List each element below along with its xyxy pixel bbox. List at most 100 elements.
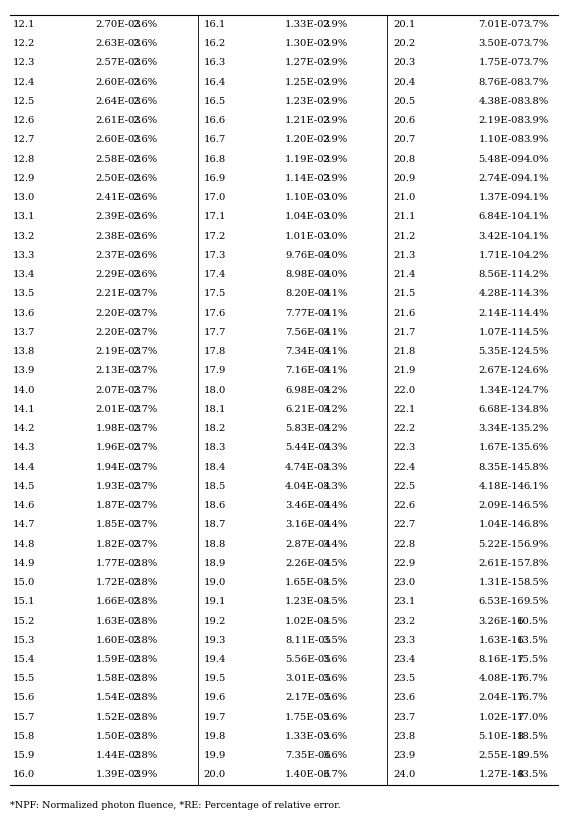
Text: 2.58E-03: 2.58E-03 <box>95 155 141 164</box>
Text: 16.1: 16.1 <box>203 20 225 29</box>
Text: 17.0: 17.0 <box>203 193 225 202</box>
Text: 4.38E-08: 4.38E-08 <box>478 97 524 106</box>
Text: 18.1: 18.1 <box>203 405 226 414</box>
Text: 3.6%: 3.6% <box>323 732 348 741</box>
Text: 1.23E-03: 1.23E-03 <box>285 97 331 106</box>
Text: 2.6%: 2.6% <box>133 270 158 279</box>
Text: 12.2: 12.2 <box>12 39 35 48</box>
Text: 2.19E-08: 2.19E-08 <box>478 116 524 125</box>
Text: 3.1%: 3.1% <box>322 289 348 298</box>
Text: 3.9%: 3.9% <box>524 116 549 125</box>
Text: 2.8%: 2.8% <box>133 559 158 568</box>
Text: 2.74E-09: 2.74E-09 <box>478 174 524 183</box>
Text: 14.4: 14.4 <box>12 463 35 472</box>
Text: 4.3%: 4.3% <box>523 289 549 298</box>
Text: 17.2: 17.2 <box>203 232 225 241</box>
Text: 2.6%: 2.6% <box>133 39 158 48</box>
Text: 2.7%: 2.7% <box>133 405 158 414</box>
Text: 14.3: 14.3 <box>12 443 35 452</box>
Text: 2.37E-03: 2.37E-03 <box>95 251 141 260</box>
Text: 2.55E-18: 2.55E-18 <box>478 751 524 760</box>
Text: 2.9%: 2.9% <box>323 39 348 48</box>
Text: 23.6: 23.6 <box>393 694 415 703</box>
Text: 1.39E-03: 1.39E-03 <box>95 771 141 780</box>
Text: 2.9%: 2.9% <box>323 20 348 29</box>
Text: 1.30E-03: 1.30E-03 <box>285 39 331 48</box>
Text: 2.7%: 2.7% <box>133 540 158 549</box>
Text: 23.3: 23.3 <box>393 636 415 645</box>
Text: 2.9%: 2.9% <box>323 78 348 87</box>
Text: 1.75E-05: 1.75E-05 <box>285 713 331 722</box>
Text: 16.0: 16.0 <box>12 771 35 780</box>
Text: 2.8%: 2.8% <box>133 674 158 683</box>
Text: 1.10E-03: 1.10E-03 <box>285 193 331 202</box>
Text: 3.7%: 3.7% <box>524 20 549 29</box>
Text: 4.5%: 4.5% <box>523 328 549 337</box>
Text: 14.7: 14.7 <box>12 520 35 529</box>
Text: 2.6%: 2.6% <box>133 78 158 87</box>
Text: 4.28E-11: 4.28E-11 <box>478 289 524 298</box>
Text: 2.9%: 2.9% <box>323 135 348 144</box>
Text: 13.1: 13.1 <box>12 212 35 221</box>
Text: 22.9: 22.9 <box>393 559 415 568</box>
Text: 7.8%: 7.8% <box>524 559 549 568</box>
Text: 20.2: 20.2 <box>393 39 415 48</box>
Text: 1.59E-03: 1.59E-03 <box>95 655 141 664</box>
Text: 2.7%: 2.7% <box>133 501 158 510</box>
Text: 3.34E-13: 3.34E-13 <box>478 424 524 433</box>
Text: 2.61E-03: 2.61E-03 <box>95 116 141 125</box>
Text: 2.39E-03: 2.39E-03 <box>95 212 141 221</box>
Text: 2.7%: 2.7% <box>133 520 158 529</box>
Text: 5.83E-04: 5.83E-04 <box>285 424 331 433</box>
Text: 19.5: 19.5 <box>203 674 225 683</box>
Text: 5.8%: 5.8% <box>524 463 549 472</box>
Text: 2.50E-03: 2.50E-03 <box>95 174 141 183</box>
Text: 18.0: 18.0 <box>203 386 225 395</box>
Text: 17.6: 17.6 <box>203 309 225 318</box>
Text: 3.16E-04: 3.16E-04 <box>285 520 331 529</box>
Text: 12.9: 12.9 <box>12 174 35 183</box>
Text: 19.7: 19.7 <box>203 713 225 722</box>
Text: 23.1: 23.1 <box>393 597 415 606</box>
Text: 2.7%: 2.7% <box>133 328 158 337</box>
Text: 1.01E-03: 1.01E-03 <box>285 232 331 241</box>
Text: 2.9%: 2.9% <box>133 771 158 780</box>
Text: 15.9: 15.9 <box>12 751 35 760</box>
Text: 22.6: 22.6 <box>393 501 415 510</box>
Text: 6.1%: 6.1% <box>524 482 549 491</box>
Text: 16.5: 16.5 <box>203 97 225 106</box>
Text: 21.7: 21.7 <box>393 328 415 337</box>
Text: 14.5: 14.5 <box>12 482 35 491</box>
Text: 2.6%: 2.6% <box>133 155 158 164</box>
Text: 18.2: 18.2 <box>203 424 225 433</box>
Text: 2.7%: 2.7% <box>133 424 158 433</box>
Text: 2.87E-04: 2.87E-04 <box>285 540 331 549</box>
Text: 4.1%: 4.1% <box>523 174 549 183</box>
Text: 3.5%: 3.5% <box>323 578 348 587</box>
Text: 15.5%: 15.5% <box>517 655 549 664</box>
Text: 21.6: 21.6 <box>393 309 415 318</box>
Text: 1.94E-03: 1.94E-03 <box>95 463 141 472</box>
Text: 18.6: 18.6 <box>203 501 225 510</box>
Text: 17.4: 17.4 <box>203 270 226 279</box>
Text: 8.16E-17: 8.16E-17 <box>478 655 524 664</box>
Text: 2.7%: 2.7% <box>133 386 158 395</box>
Text: 5.6%: 5.6% <box>524 443 549 452</box>
Text: 22.7: 22.7 <box>393 520 415 529</box>
Text: 5.2%: 5.2% <box>524 424 549 433</box>
Text: 3.26E-16: 3.26E-16 <box>478 617 524 626</box>
Text: 3.4%: 3.4% <box>322 540 348 549</box>
Text: 8.5%: 8.5% <box>524 578 549 587</box>
Text: 10.5%: 10.5% <box>517 617 549 626</box>
Text: 3.0%: 3.0% <box>323 232 348 241</box>
Text: 3.1%: 3.1% <box>322 366 348 375</box>
Text: 13.0: 13.0 <box>12 193 35 202</box>
Text: 1.02E-04: 1.02E-04 <box>285 617 331 626</box>
Text: 2.67E-12: 2.67E-12 <box>478 366 524 375</box>
Text: 2.09E-14: 2.09E-14 <box>478 501 524 510</box>
Text: 2.8%: 2.8% <box>133 751 158 760</box>
Text: 13.6: 13.6 <box>12 309 35 318</box>
Text: 20.8: 20.8 <box>393 155 415 164</box>
Text: 2.7%: 2.7% <box>133 463 158 472</box>
Text: 4.0%: 4.0% <box>523 155 549 164</box>
